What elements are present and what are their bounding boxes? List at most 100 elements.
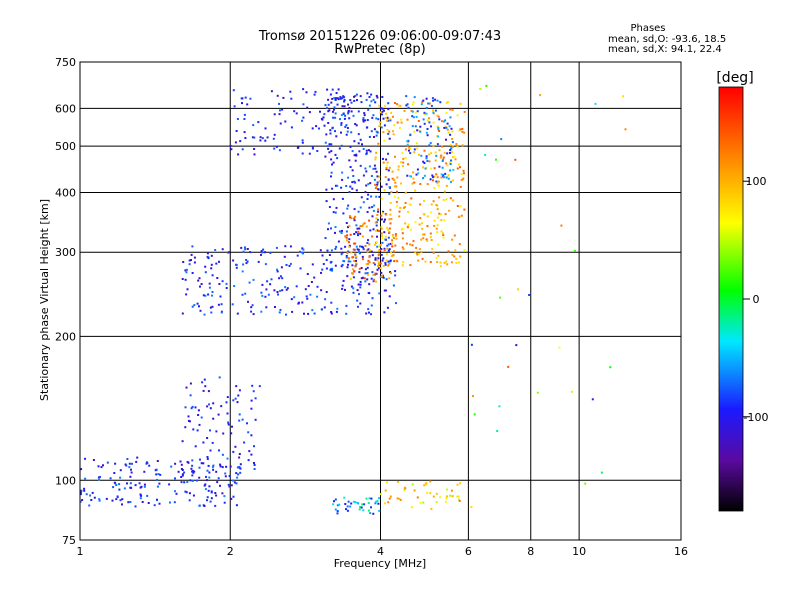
data-point [199, 285, 201, 288]
data-point [80, 468, 83, 471]
data-point [425, 157, 428, 160]
data-point [358, 227, 361, 230]
data-point [209, 407, 212, 410]
data-point [232, 495, 235, 498]
data-point [377, 267, 380, 270]
data-point [437, 128, 440, 131]
data-point [368, 256, 371, 259]
data-point [362, 116, 365, 119]
data-point [264, 139, 267, 142]
data-point [445, 101, 448, 104]
data-point [347, 263, 349, 266]
data-point [340, 186, 343, 189]
data-point [367, 149, 370, 152]
data-point [409, 134, 412, 137]
data-point [373, 278, 376, 281]
data-point [411, 483, 414, 486]
data-point [232, 399, 235, 402]
data-point [244, 248, 247, 251]
data-point [445, 176, 448, 179]
data-point [378, 180, 381, 183]
data-point [398, 215, 401, 218]
data-point [435, 257, 438, 259]
data-point [381, 107, 384, 110]
data-point [181, 278, 184, 280]
data-point [354, 253, 357, 256]
data-point [330, 158, 333, 161]
data-point [115, 484, 118, 486]
y-tick-label: 500 [55, 140, 76, 153]
data-point [206, 456, 209, 458]
data-point [367, 183, 370, 186]
data-point [398, 104, 401, 107]
data-point [358, 508, 361, 511]
data-point [484, 153, 487, 156]
data-point [446, 152, 449, 155]
data-point [401, 237, 404, 240]
data-point [426, 160, 429, 162]
data-point [384, 235, 387, 238]
phase-stats-o: mean, sd,O: -93.6, 18.5 [608, 34, 726, 45]
data-point [439, 156, 442, 159]
data-point [174, 477, 176, 480]
data-point [284, 120, 287, 123]
data-point [203, 378, 206, 381]
data-point [386, 161, 389, 164]
data-point [402, 206, 405, 209]
data-point [429, 261, 432, 263]
data-point [200, 462, 203, 465]
data-point [125, 464, 128, 467]
data-point [321, 254, 324, 257]
data-point [451, 495, 454, 498]
data-point [197, 409, 200, 412]
data-point [306, 273, 309, 275]
data-point [219, 465, 222, 468]
data-point [206, 252, 209, 255]
colorbar-tick-label: 100 [746, 175, 767, 188]
data-point [383, 247, 386, 250]
data-point [444, 500, 447, 503]
data-point [359, 95, 362, 98]
data-point [364, 191, 367, 194]
data-point [438, 196, 441, 199]
data-point [355, 124, 358, 127]
data-point [392, 237, 395, 239]
data-point [422, 166, 425, 169]
data-point [444, 172, 447, 175]
data-point [366, 272, 369, 275]
data-point [437, 127, 440, 129]
data-point [191, 272, 194, 274]
data-point [168, 483, 171, 486]
data-point [348, 159, 351, 162]
data-point [343, 96, 346, 99]
data-point [345, 230, 348, 233]
data-point [423, 112, 426, 115]
data-point [97, 476, 100, 479]
data-point [346, 509, 349, 512]
data-point [193, 256, 196, 259]
colorbar-gradient [718, 86, 744, 512]
data-point [331, 88, 334, 91]
data-point [427, 117, 430, 120]
data-point [301, 139, 304, 142]
data-point [188, 259, 191, 262]
data-point [216, 481, 219, 484]
data-point [289, 245, 292, 248]
data-point [310, 281, 313, 283]
data-point [143, 485, 146, 488]
data-point [340, 247, 343, 250]
data-point [258, 385, 261, 388]
data-point [343, 496, 346, 499]
data-point [388, 263, 391, 266]
data-point [392, 254, 395, 257]
data-point [343, 100, 346, 103]
data-point [222, 432, 225, 435]
data-point [373, 204, 376, 207]
data-point [276, 291, 279, 293]
data-point [280, 266, 283, 269]
data-point [326, 249, 329, 252]
data-point [210, 267, 213, 270]
data-point [440, 173, 443, 176]
data-point [238, 419, 241, 422]
